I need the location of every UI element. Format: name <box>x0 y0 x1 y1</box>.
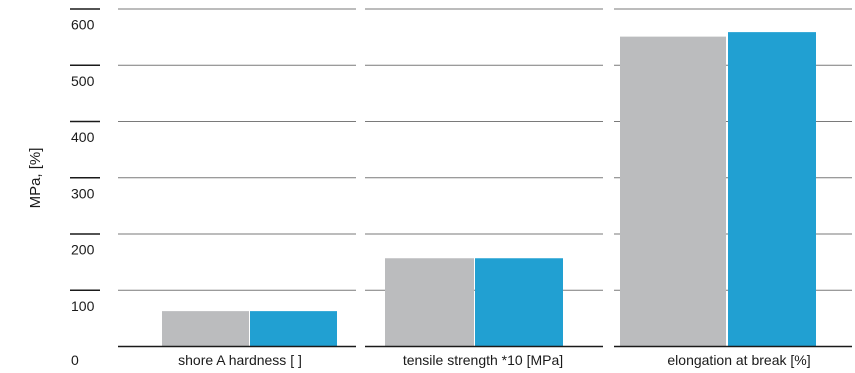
bar <box>385 258 474 346</box>
category-label: shore A hardness [ ] <box>178 352 302 368</box>
category-label: elongation at break [%] <box>667 352 810 368</box>
bar <box>620 36 726 346</box>
bar <box>162 311 249 346</box>
y-tick-label: 0 <box>71 352 79 368</box>
y-tick-label: 200 <box>71 242 95 258</box>
bar <box>250 311 337 346</box>
y-tick-label: 600 <box>71 17 95 33</box>
y-tick-label: 300 <box>71 185 95 201</box>
y-tick-label: 400 <box>71 129 95 145</box>
bar <box>728 32 816 346</box>
labels: 0 100 200 300 400 500 600 shore A hardness [ ] t… <box>71 17 811 369</box>
y-axis-label: MPa, [%] <box>27 148 44 209</box>
y-tick-label: 100 <box>71 298 95 314</box>
category-label: tensile strength *10 [MPa] <box>403 352 563 368</box>
bar <box>475 258 563 346</box>
y-tick-label: 500 <box>71 73 95 89</box>
bars <box>162 32 816 346</box>
axes <box>70 8 852 348</box>
